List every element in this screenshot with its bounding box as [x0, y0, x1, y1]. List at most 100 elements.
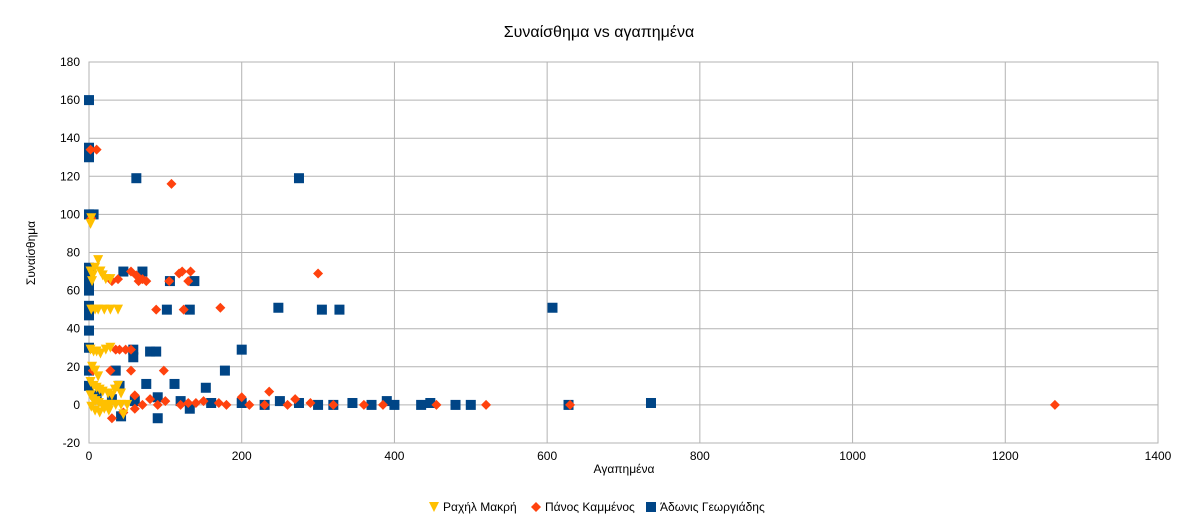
data-point: [377, 399, 388, 410]
data-point: [416, 399, 427, 410]
y-tick-label: 60: [67, 284, 81, 298]
data-point: [293, 173, 304, 184]
data-point: [316, 304, 327, 315]
x-tick-label: 1400: [1145, 449, 1172, 463]
data-point: [145, 394, 156, 405]
data-point: [84, 310, 94, 321]
y-tick-label: 140: [60, 131, 80, 145]
data-point: [184, 403, 195, 414]
data-point: [328, 399, 339, 410]
data-point: [103, 405, 114, 416]
x-tick-label: 0: [86, 449, 93, 463]
data-point: [166, 178, 177, 189]
data-point: [236, 344, 247, 355]
data-point: [91, 144, 102, 155]
data-point: [129, 403, 140, 414]
data-point: [116, 411, 127, 422]
data-point: [137, 266, 148, 277]
data-point: [85, 218, 96, 229]
data-point: [200, 382, 211, 393]
data-point: [152, 413, 163, 424]
data-point: [358, 399, 369, 410]
data-point: [293, 397, 304, 408]
legend-item: Άδωνις Γεωργιάδης: [646, 500, 765, 514]
data-point: [110, 365, 121, 376]
data-point: [381, 396, 392, 407]
y-tick-label: 160: [60, 93, 80, 107]
legend-item: Πάνος Καμμένος: [531, 500, 635, 514]
data-point: [131, 173, 142, 184]
gridlines: [88, 61, 1159, 444]
data-point: [183, 397, 194, 408]
data-point: [305, 397, 316, 408]
data-point: [334, 304, 345, 315]
x-tick-label: 600: [537, 449, 557, 463]
y-tick-label: 180: [60, 55, 80, 69]
data-point: [431, 399, 442, 410]
data-point: [313, 399, 324, 410]
data-point: [106, 413, 117, 424]
data-point: [347, 397, 358, 408]
data-point: [206, 397, 217, 408]
data-point: [105, 365, 116, 376]
data-point: [113, 274, 124, 285]
data-point: [87, 276, 98, 287]
data-point: [116, 388, 127, 399]
data-point: [84, 152, 94, 163]
data-point: [161, 304, 172, 315]
data-point: [565, 399, 576, 410]
y-axis-tick-labels: -20 0 20 40 60 80 100 120 140 160 180: [60, 55, 80, 450]
data-point: [125, 344, 136, 355]
data-point: [169, 378, 180, 389]
data-point: [129, 390, 140, 401]
data-point: [236, 392, 247, 403]
data-point: [151, 304, 162, 315]
data-point: [120, 344, 131, 355]
data-point: [244, 399, 255, 410]
x-axis-title: Αγαπημένα: [594, 462, 655, 476]
y-tick-label: -20: [63, 436, 81, 450]
data-point: [185, 266, 196, 277]
data-point: [178, 304, 189, 315]
data-point: [118, 266, 129, 277]
legend: Ραχήλ Μακρή Πάνος Καμμένος Άδωνις Γεωργιάδ…: [429, 500, 765, 514]
y-tick-label: 0: [73, 398, 80, 412]
data-point: [465, 399, 476, 410]
legend-marker: [646, 502, 656, 512]
data-point: [1049, 399, 1060, 410]
data-point: [90, 262, 101, 273]
data-points: [84, 95, 1060, 424]
data-point: [183, 276, 194, 287]
data-point: [105, 342, 116, 353]
data-point: [152, 399, 163, 410]
x-axis-tick-labels: 0 200 400 600 800 1000 1200 1400: [86, 449, 1172, 463]
series-group: [85, 144, 1060, 424]
data-point: [264, 386, 275, 397]
data-point: [84, 380, 94, 391]
data-point: [273, 302, 284, 313]
data-point: [137, 399, 148, 410]
data-point: [425, 397, 436, 408]
data-point: [151, 346, 162, 357]
data-point: [84, 270, 94, 281]
data-point: [184, 304, 195, 315]
y-tick-label: 80: [67, 246, 81, 260]
x-tick-label: 200: [232, 449, 252, 463]
data-point: [160, 396, 171, 407]
data-point: [450, 399, 461, 410]
data-point: [93, 255, 104, 266]
data-point: [313, 268, 324, 279]
legend-label: Πάνος Καμμένος: [545, 500, 635, 514]
y-tick-label: 40: [67, 322, 81, 336]
data-point: [90, 365, 101, 376]
x-tick-label: 1000: [839, 449, 866, 463]
data-point: [190, 397, 201, 408]
data-point: [129, 396, 140, 407]
legend-item: Ραχήλ Μακρή: [429, 500, 517, 514]
data-point: [93, 371, 104, 382]
data-point: [164, 276, 175, 287]
data-point: [84, 325, 94, 336]
legend-marker: [531, 502, 541, 512]
y-tick-label: 100: [60, 207, 80, 221]
data-point: [481, 399, 492, 410]
